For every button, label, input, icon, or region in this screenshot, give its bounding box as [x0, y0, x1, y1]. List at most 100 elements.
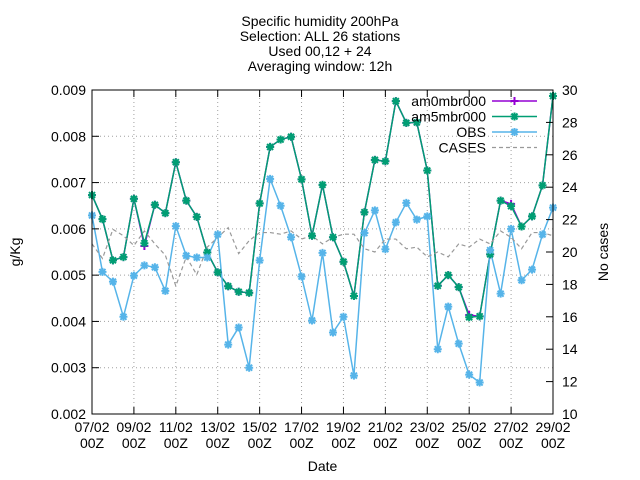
data-point-obs: [528, 265, 537, 274]
data-point-obs: [538, 230, 547, 239]
data-point-obs: [517, 276, 526, 285]
y-tick-label: 0.008: [51, 128, 86, 144]
y2-tick-label: 18: [562, 276, 578, 292]
x-tick-label-hour: 00Z: [248, 435, 273, 451]
x-tick-label-hour: 00Z: [80, 435, 105, 451]
data-point-am5mbr000: [475, 312, 484, 321]
data-point-am5mbr000: [203, 248, 212, 257]
x-tick-label-hour: 00Z: [373, 435, 398, 451]
axis-ticks: [91, 89, 554, 415]
y2-axis-label: No cases: [595, 223, 611, 281]
x-tick-label-date: 27/02: [494, 419, 529, 435]
x-tick-label-date: 25/02: [452, 419, 487, 435]
data-point-obs: [444, 302, 453, 311]
title-line: Used 00,12 + 24: [268, 43, 371, 59]
data-point-obs: [507, 224, 516, 233]
data-point-am5mbr000: [234, 287, 243, 296]
data-point-am5mbr000: [192, 212, 201, 221]
data-point-obs: [475, 378, 484, 387]
data-point-am5mbr000: [444, 271, 453, 280]
data-point-obs: [245, 363, 254, 372]
data-point-am5mbr000: [150, 200, 159, 209]
data-point-am5mbr000: [370, 155, 379, 164]
data-point-obs: [391, 218, 400, 227]
data-point-obs: [360, 229, 369, 238]
data-point-am5mbr000: [171, 158, 180, 167]
x-axis-label: Date: [308, 458, 338, 474]
data-point-am5mbr000: [486, 250, 495, 259]
x-tick-label-hour: 00Z: [122, 435, 147, 451]
y-tick-label: 0.006: [51, 221, 86, 237]
data-point-am5mbr000: [318, 180, 327, 189]
y2-tick-labels: 10 12 14 16 18 20 22 24 26 28 30: [562, 82, 578, 422]
y2-tick-label: 24: [562, 179, 578, 195]
data-point-am5mbr000: [98, 215, 107, 224]
y2-tick-label: 14: [562, 341, 578, 357]
data-point-obs: [266, 174, 275, 183]
grid-lines: [92, 90, 553, 414]
data-point-obs: [161, 286, 170, 295]
data-point-am5mbr000: [224, 282, 233, 291]
y-tick-label: 0.005: [51, 267, 86, 283]
data-point-am5mbr000: [538, 181, 547, 190]
data-point-am5mbr000: [360, 208, 369, 217]
x-tick-label-date: 29/02: [535, 419, 570, 435]
data-point-am5mbr000: [308, 231, 317, 240]
data-point-obs: [381, 245, 390, 254]
title-line: Selection: ALL 26 stations: [240, 28, 401, 44]
title-line: Specific humidity 200hPa: [241, 13, 398, 29]
data-point-am5mbr000: [140, 239, 149, 248]
data-point-obs: [328, 328, 337, 337]
data-point-obs: [287, 233, 296, 242]
data-point-am5mbr000: [276, 135, 285, 144]
data-point-am5mbr000: [517, 222, 526, 231]
data-point-am5mbr000: [245, 288, 254, 297]
y-tick-label: 0.009: [51, 82, 86, 98]
data-point-obs: [402, 198, 411, 207]
data-point-obs: [203, 253, 212, 262]
y-tick-label: 0.007: [51, 175, 86, 191]
data-point-obs: [119, 312, 128, 321]
x-tick-label-hour: 00Z: [206, 435, 231, 451]
data-point-am5mbr000: [433, 281, 442, 290]
x-tick-label-date: 21/02: [368, 419, 403, 435]
data-point-obs: [213, 230, 222, 239]
y2-tick-label: 22: [562, 212, 578, 228]
title-line: Averaging window: 12h: [248, 58, 393, 74]
series-line-cases: [91, 226, 554, 288]
data-point-am5mbr000: [423, 166, 432, 175]
data-point-obs: [454, 339, 463, 348]
y2-tick-label: 10: [562, 406, 578, 422]
x-tick-label-hour: 00Z: [457, 435, 482, 451]
data-point-am5mbr000: [182, 196, 191, 205]
data-point-obs: [255, 256, 264, 265]
legend-marker: [510, 112, 519, 121]
data-point-am5mbr000: [402, 118, 411, 127]
x-tick-label-date: 19/02: [326, 419, 361, 435]
y-tick-label: 0.003: [51, 360, 86, 376]
legend-marker: [510, 128, 519, 136]
data-point-obs: [433, 345, 442, 354]
data-point-obs: [423, 212, 432, 221]
y-tick-label: 0.004: [51, 313, 86, 329]
data-point-obs: [370, 206, 379, 215]
legend-label: am5mbr000: [411, 109, 486, 125]
x-tick-label-hour: 00Z: [289, 435, 314, 451]
y2-tick-label: 12: [562, 374, 578, 390]
y2-tick-label: 26: [562, 147, 578, 163]
data-point-obs: [192, 253, 201, 262]
x-tick-label-hour: 00Z: [164, 435, 189, 451]
data-point-am5mbr000: [213, 268, 222, 277]
y2-tick-label: 20: [562, 244, 578, 260]
x-tick-label-date: 23/02: [410, 419, 445, 435]
data-point-am5mbr000: [528, 212, 537, 221]
data-point-obs: [486, 246, 495, 255]
data-point-obs: [349, 371, 358, 380]
data-point-obs: [496, 289, 505, 298]
x-tick-label-hour: 00Z: [499, 435, 524, 451]
y2-tick-label: 16: [562, 309, 578, 325]
y2-tick-label: 28: [562, 114, 578, 130]
